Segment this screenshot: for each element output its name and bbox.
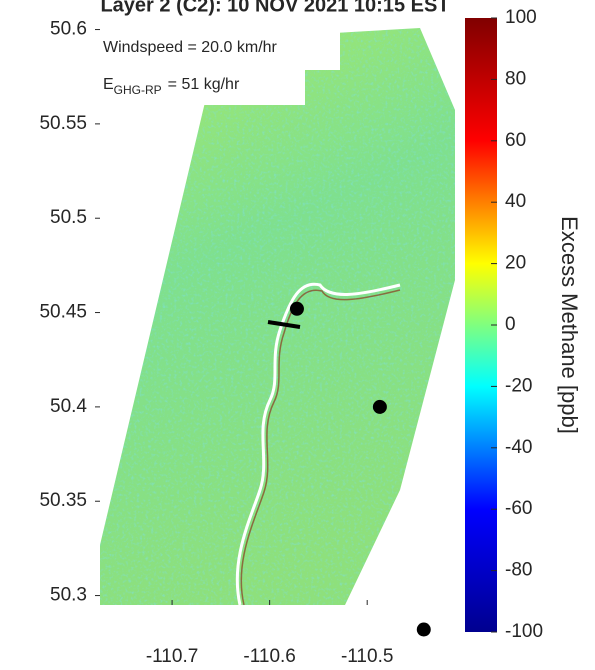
y-tick-label: 50.6 xyxy=(50,19,87,40)
y-tick-label: 50.4 xyxy=(50,396,87,417)
colorbar-tick-label: -100 xyxy=(505,621,543,642)
x-tick-label: -110.5 xyxy=(341,646,393,667)
site-point xyxy=(372,399,387,414)
windspeed-label: Windspeed = 20.0 km/hr xyxy=(103,39,278,56)
y-tick-label: 50.35 xyxy=(39,490,87,511)
emission-label: EGHG-RP = 51 kg/hr xyxy=(103,76,240,97)
colorbar-tick-label: -60 xyxy=(505,498,532,519)
colorbar-tick-label: 100 xyxy=(505,7,537,28)
colorbar-tick-label: 40 xyxy=(505,191,526,212)
colorbar-tick-label: 80 xyxy=(505,68,526,89)
site-point xyxy=(416,622,431,637)
colorbar-tick-label: 0 xyxy=(505,314,516,335)
methane-field xyxy=(100,28,455,605)
y-tick-label: 50.45 xyxy=(39,302,87,323)
y-tick-label: 50.55 xyxy=(39,113,87,134)
chart-title: Layer 2 (C2): 10 NOV 2021 10:15 EST xyxy=(100,0,449,16)
colorbar-tick-label: 60 xyxy=(505,130,526,151)
x-tick-label: -110.7 xyxy=(146,646,198,667)
x-tick-label: -110.6 xyxy=(243,646,295,667)
colorbar-tick-label: 20 xyxy=(505,253,526,274)
colorbar-tick-label: -20 xyxy=(505,375,532,396)
y-tick-label: 50.3 xyxy=(50,585,87,606)
transect-line xyxy=(267,320,301,329)
colorbar-label: Excess Methane [ppb] xyxy=(557,216,582,434)
legend-box xyxy=(95,30,340,105)
y-tick-label: 50.5 xyxy=(50,207,87,228)
site-point xyxy=(289,301,304,316)
colorbar-tick-label: -80 xyxy=(505,560,532,581)
colorbar-tick-label: -40 xyxy=(505,437,532,458)
